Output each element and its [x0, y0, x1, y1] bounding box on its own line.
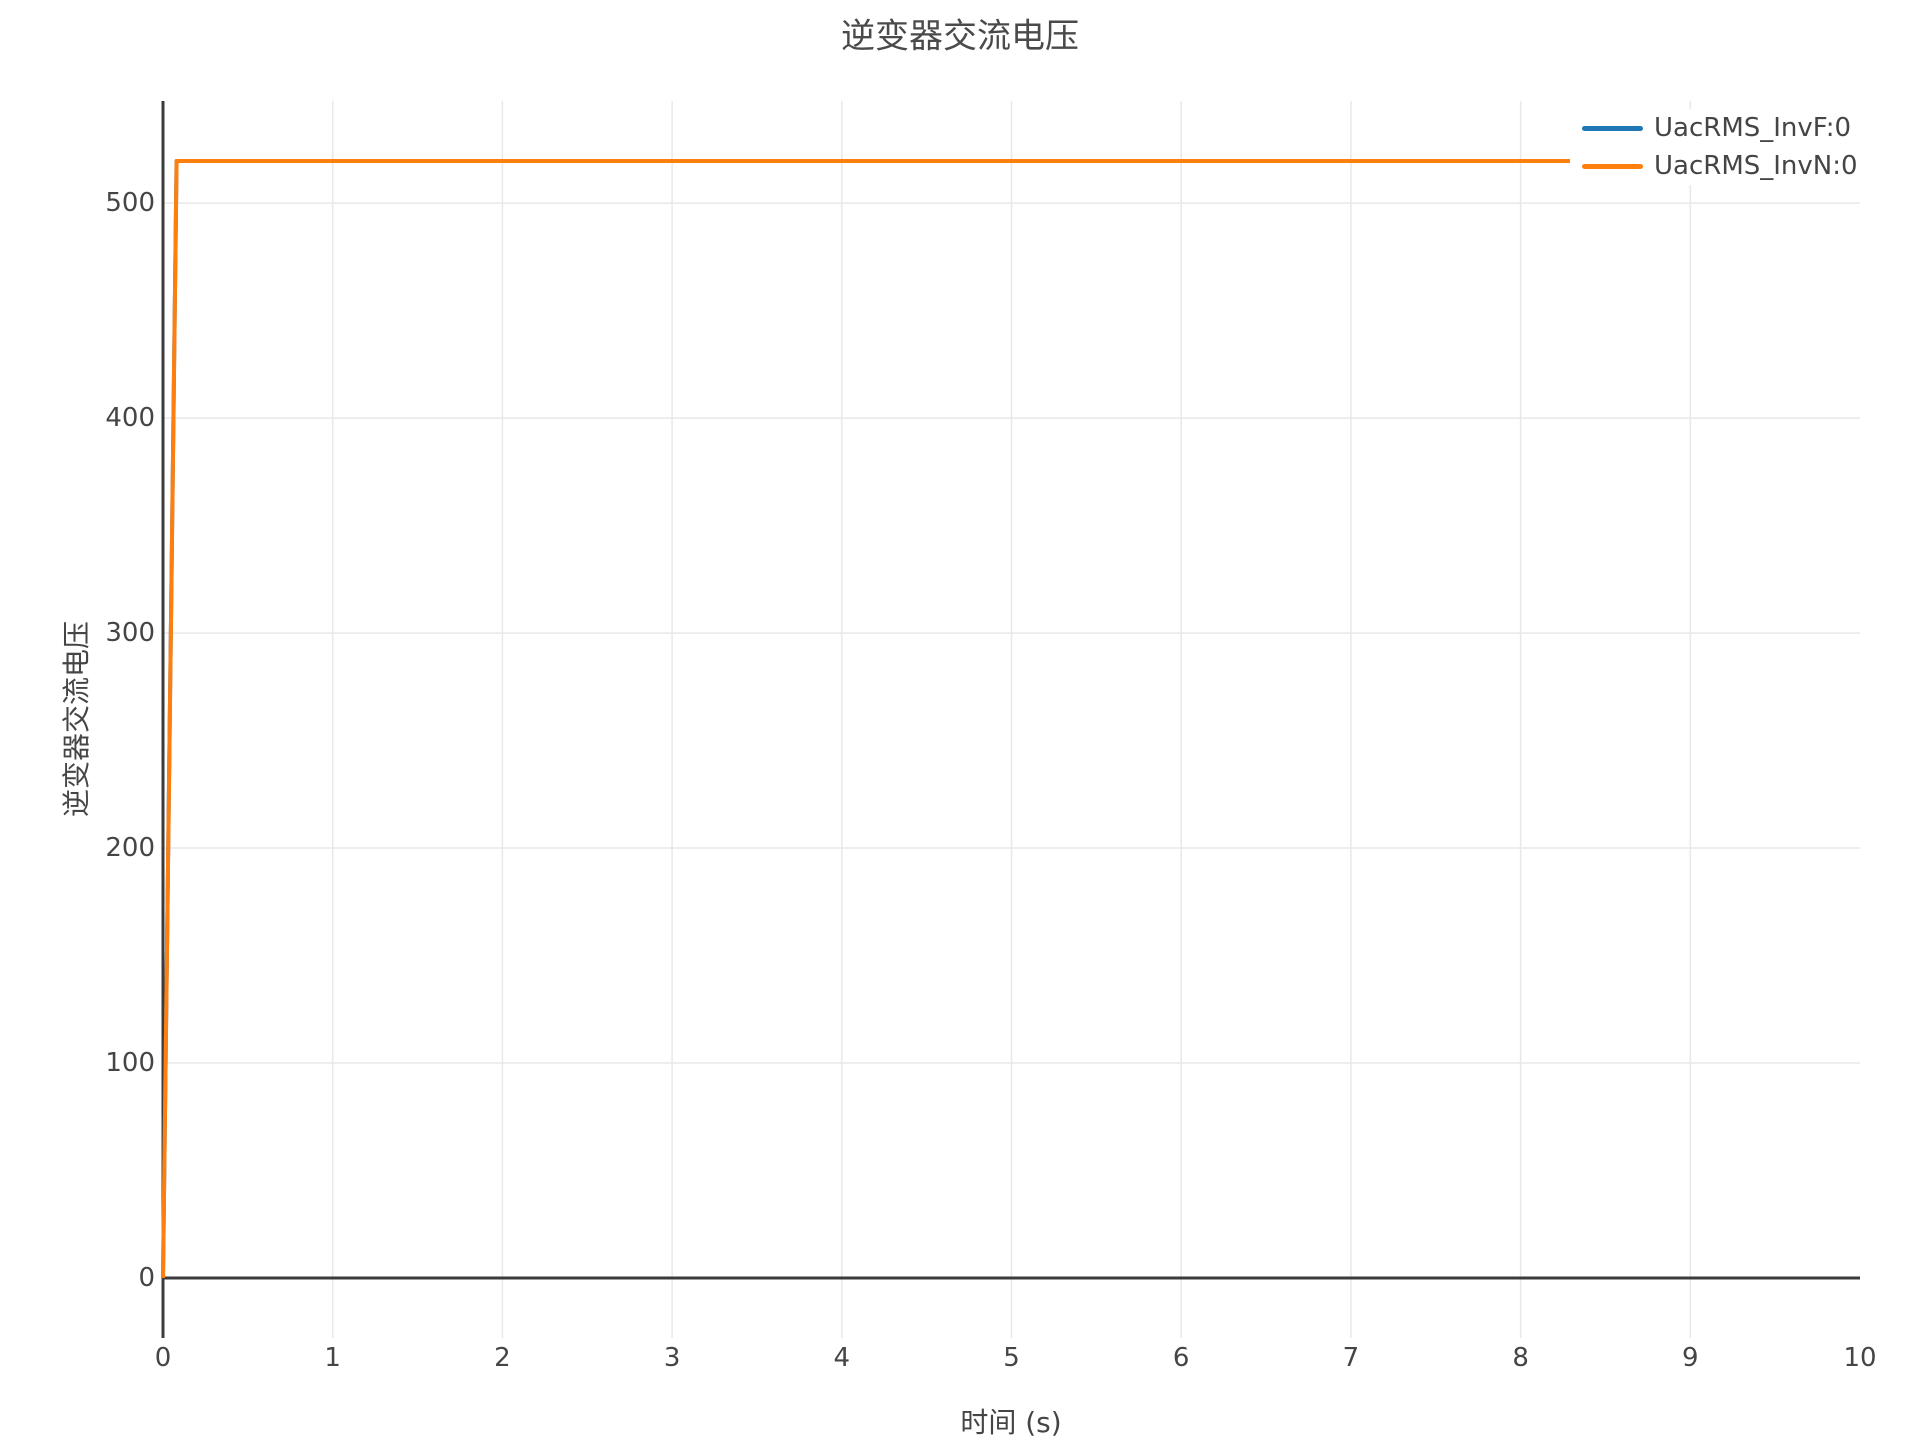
series-line-UacRMS_InvN:0: [161, 158, 1860, 1279]
legend-line-swatch: [1582, 125, 1643, 131]
chart-title: 逆变器交流电压: [841, 16, 1079, 57]
x-axis-label: 时间 (s): [960, 1406, 1062, 1439]
x-tick-label-8: 8: [1512, 1343, 1529, 1373]
legend-label: UacRMS_InvF:0: [1654, 113, 1852, 143]
x-tick-label-4: 4: [834, 1343, 851, 1373]
x-tick-label-6: 6: [1173, 1343, 1190, 1373]
legend-line-swatch: [1582, 163, 1643, 169]
legend-item-uacrms-invf[interactable]: UacRMS_InvF:0: [1570, 109, 1892, 147]
y-tick-label-100: 100: [105, 1048, 155, 1078]
x-tick-label-5: 5: [1003, 1343, 1020, 1373]
x-tick-label-1: 1: [324, 1343, 341, 1373]
legend-item-uacrms-invn[interactable]: UacRMS_InvN:0: [1570, 147, 1892, 185]
x-tick-label-2: 2: [494, 1343, 511, 1373]
legend-label: UacRMS_InvN:0: [1654, 151, 1858, 181]
y-tick-label-0: 0: [138, 1263, 155, 1293]
y-tick-label-400: 400: [105, 403, 155, 433]
x-tick-label-0: 0: [155, 1343, 172, 1373]
y-tick-label-200: 200: [105, 833, 155, 863]
x-tick-label-7: 7: [1343, 1343, 1360, 1373]
legend: UacRMS_InvF:0 UacRMS_InvN:0: [1570, 109, 1892, 185]
y-tick-label-500: 500: [105, 188, 155, 218]
x-tick-label-3: 3: [664, 1343, 681, 1373]
x-tick-label-9: 9: [1682, 1343, 1699, 1373]
x-tick-label-10: 10: [1843, 1343, 1876, 1373]
y-tick-label-300: 300: [105, 618, 155, 648]
